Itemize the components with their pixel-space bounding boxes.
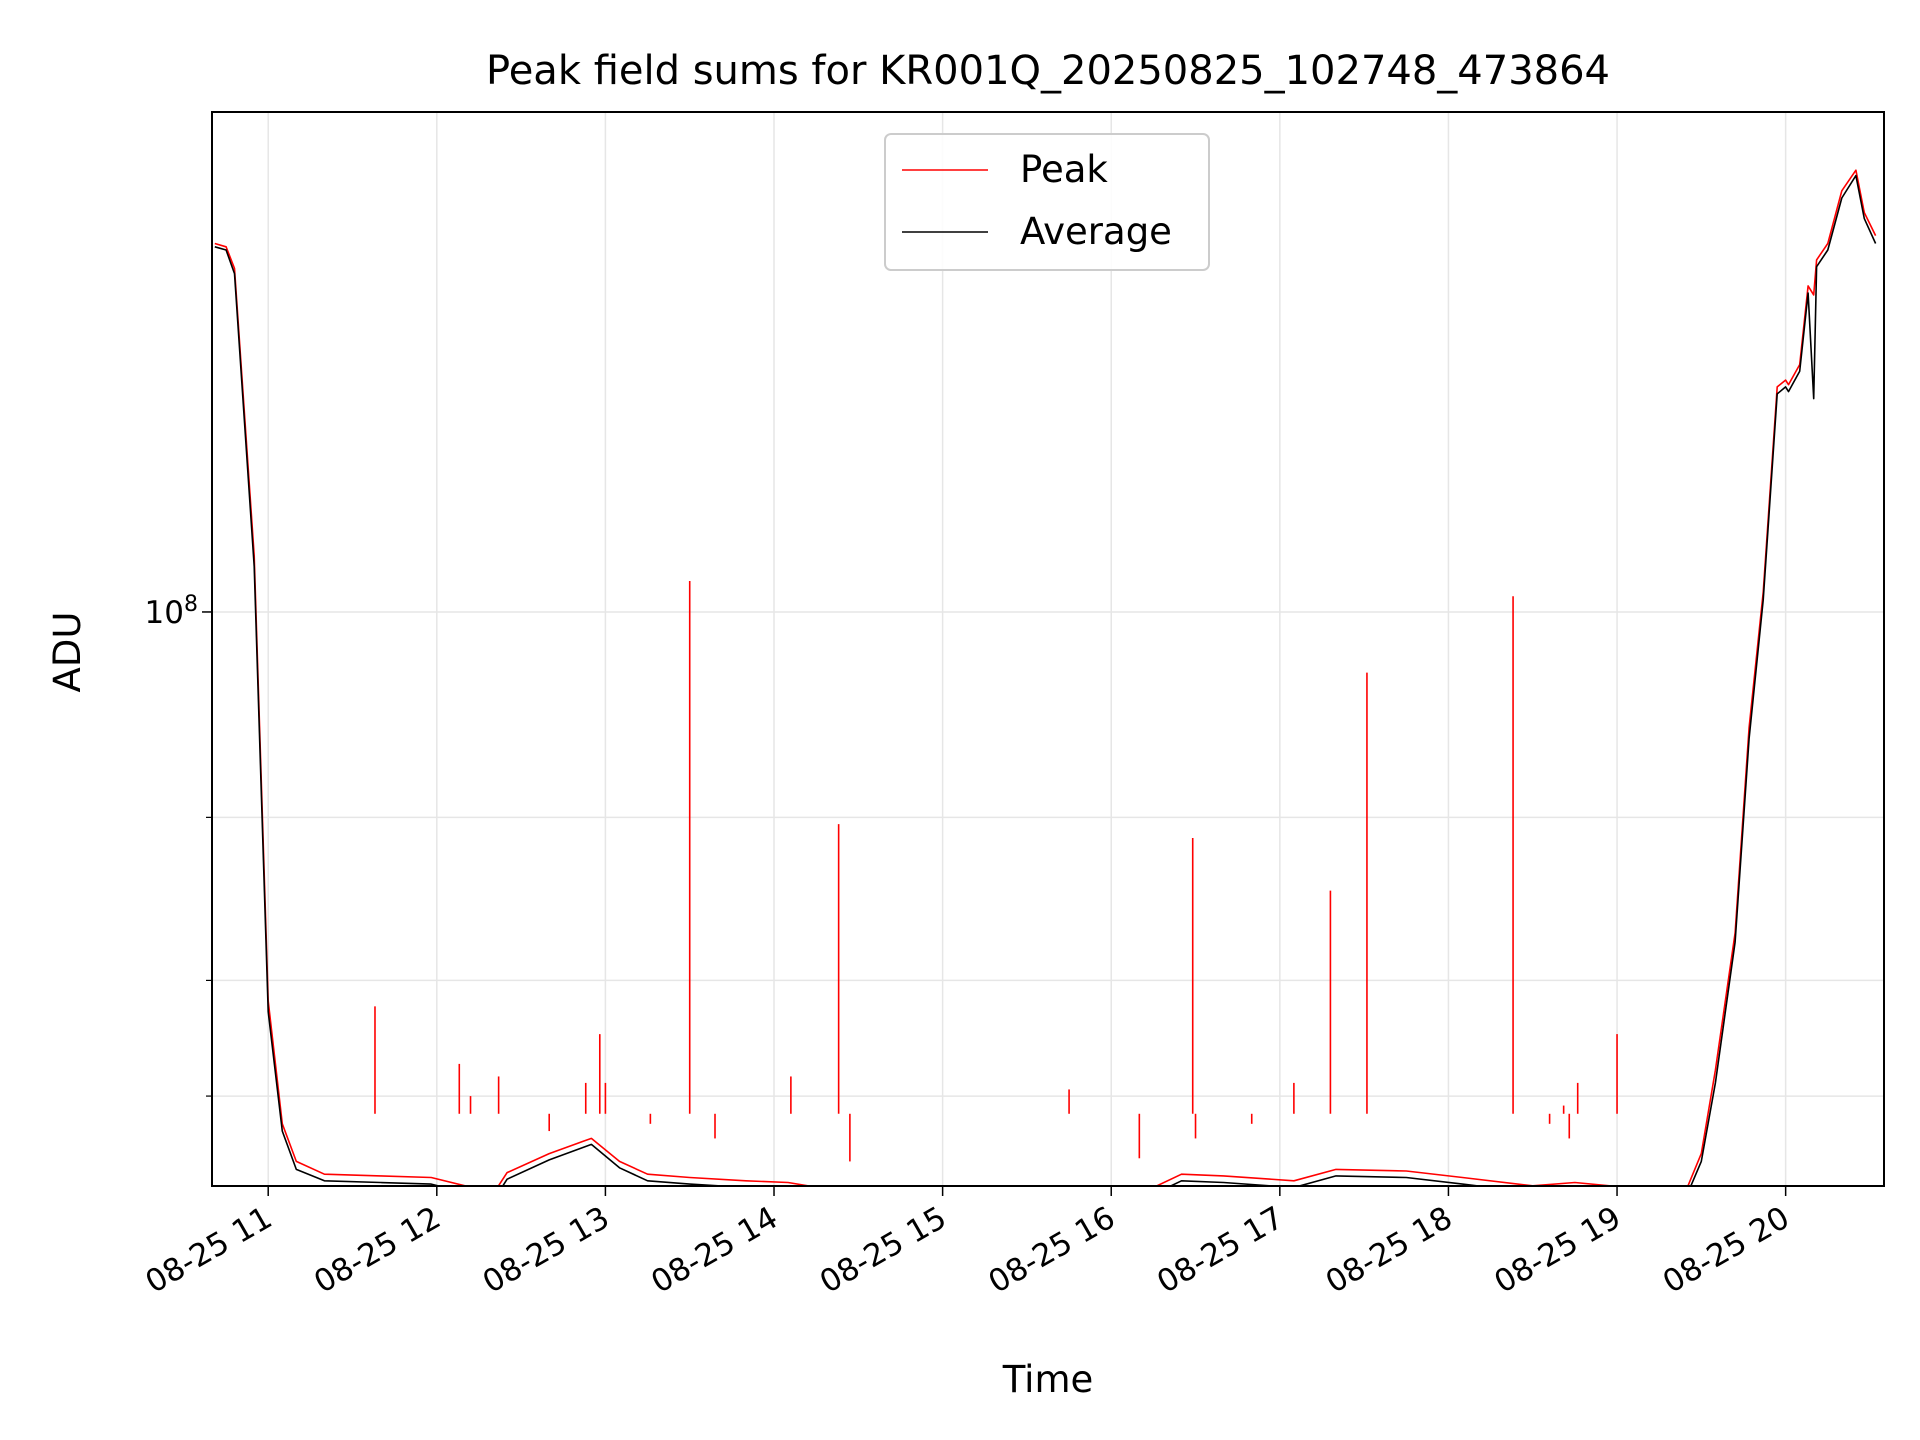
legend-peak-label: Peak	[1020, 148, 1108, 191]
legend-box	[884, 133, 1210, 271]
y-tick-label: 108	[145, 592, 198, 631]
legend-average-label: Average	[1020, 210, 1172, 253]
grid	[212, 112, 1884, 1186]
legend: Peak Average	[884, 133, 1210, 271]
chart-title: Peak field sums for KR001Q_20250825_1027…	[486, 48, 1610, 94]
y-axis-label: ADU	[46, 612, 89, 693]
series-line-peak	[214, 169, 1877, 1186]
axes-frame	[211, 111, 1885, 1187]
x-axis-label: Time	[1002, 1358, 1094, 1401]
